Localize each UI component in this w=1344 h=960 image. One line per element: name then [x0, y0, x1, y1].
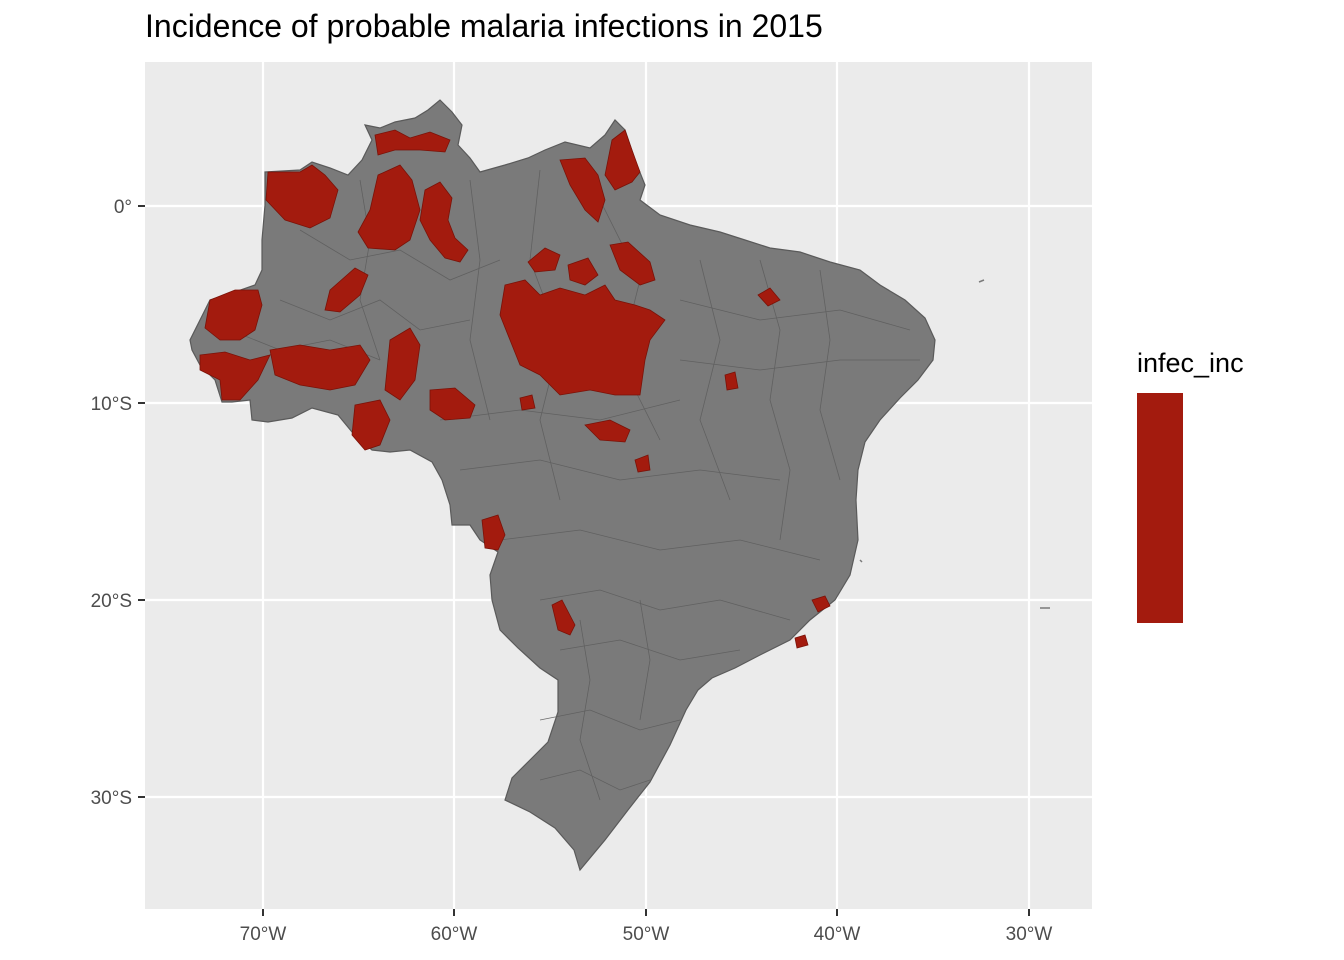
x-tick-label: 50°W — [623, 924, 670, 945]
boundary-line — [559, 639, 741, 661]
y-axis: 0° 10°S 20°S 30°S — [91, 197, 145, 809]
boundary-line — [759, 259, 791, 541]
legend-title: infec_inc — [1137, 348, 1244, 378]
incidence-area-north-amazonas-2 — [419, 181, 469, 263]
x-tick-label: 70°W — [240, 924, 287, 945]
incidence-area-para-northwest — [559, 157, 606, 223]
incidence-area-north-amazonas-1 — [357, 164, 421, 251]
incidence-area-amazonas-east — [384, 327, 421, 401]
incidence-area-espirito-santo — [811, 595, 831, 613]
high-incidence-areas — [199, 129, 831, 649]
legend-color-key — [1137, 393, 1183, 623]
boundary-line — [819, 269, 841, 481]
incidence-area-para-northeast — [567, 257, 599, 286]
island — [978, 279, 985, 283]
incidence-area-para-south — [584, 419, 631, 443]
boundary-line — [539, 709, 681, 731]
incidence-area-rio — [794, 634, 809, 649]
y-tick-label: 30°S — [91, 788, 132, 809]
incidence-area-acre-south — [199, 351, 271, 401]
boundary-line — [579, 619, 601, 801]
island — [859, 559, 863, 563]
boundary-line — [539, 769, 651, 791]
boundary-line — [439, 399, 681, 421]
incidence-area-west-amazonas — [265, 164, 339, 229]
boundary-line — [459, 459, 781, 481]
incidence-area-maranhao — [757, 287, 781, 307]
incidence-area-ms — [551, 599, 576, 636]
boundary-line — [539, 589, 791, 621]
boundary-line — [699, 259, 731, 501]
plot-title: Incidence of probable malaria infections… — [145, 8, 823, 44]
incidence-area-amazonas-south — [269, 344, 371, 391]
incidence-area-para-central — [499, 279, 666, 396]
incidence-area-tocantins — [634, 454, 651, 473]
boundary-line — [299, 229, 501, 281]
y-tick-label: 20°S — [91, 591, 132, 612]
incidence-area-rondonia — [351, 399, 391, 451]
boundary-line — [469, 179, 491, 421]
x-tick-label: 40°W — [814, 924, 861, 945]
incidence-area-mato-grosso-north — [429, 387, 476, 421]
boundary-line — [679, 359, 920, 371]
boundary-line — [499, 529, 821, 561]
boundary-line — [679, 299, 911, 331]
boundary-line — [359, 179, 381, 361]
y-tick-label: 10°S — [91, 394, 132, 415]
brazil-landmass — [189, 99, 936, 872]
x-tick-label: 30°W — [1006, 924, 1053, 945]
boundary-line — [639, 599, 651, 721]
incidence-area-roraima-north — [374, 129, 451, 156]
boundary-line — [279, 299, 471, 331]
incidence-area-para-north — [527, 247, 561, 273]
incidence-area-mato-grosso-south — [481, 514, 506, 551]
incidence-area-para-west — [519, 394, 536, 411]
incidence-area-amazonas-central — [324, 267, 369, 313]
incidence-area-para-lower — [609, 241, 656, 286]
incidence-area-amapa — [604, 129, 641, 191]
x-tick-label: 60°W — [431, 924, 478, 945]
y-tick-label: 0° — [114, 197, 132, 218]
incidence-area-piaui — [724, 371, 739, 391]
incidence-area-acre-west — [204, 289, 263, 341]
x-axis: 70°W 60°W 50°W 40°W 30°W — [240, 909, 1053, 945]
